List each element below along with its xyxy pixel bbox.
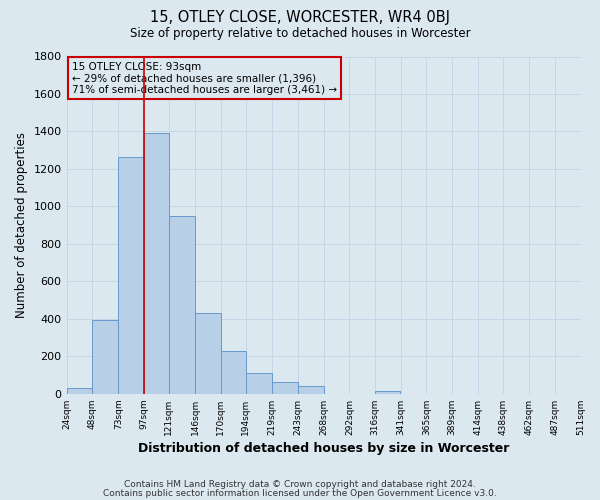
Bar <box>67 388 92 394</box>
Text: Size of property relative to detached houses in Worcester: Size of property relative to detached ho… <box>130 28 470 40</box>
Text: Contains public sector information licensed under the Open Government Licence v3: Contains public sector information licen… <box>103 488 497 498</box>
Bar <box>221 350 246 394</box>
X-axis label: Distribution of detached houses by size in Worcester: Distribution of detached houses by size … <box>138 442 509 455</box>
Bar <box>169 216 195 394</box>
Bar <box>298 386 324 394</box>
Y-axis label: Number of detached properties: Number of detached properties <box>15 132 28 318</box>
Bar <box>118 157 143 394</box>
Bar <box>92 320 118 394</box>
Bar <box>143 134 169 394</box>
Bar <box>246 373 272 394</box>
Bar <box>195 313 221 394</box>
Text: 15, OTLEY CLOSE, WORCESTER, WR4 0BJ: 15, OTLEY CLOSE, WORCESTER, WR4 0BJ <box>150 10 450 25</box>
Bar <box>375 391 400 394</box>
Text: 15 OTLEY CLOSE: 93sqm
← 29% of detached houses are smaller (1,396)
71% of semi-d: 15 OTLEY CLOSE: 93sqm ← 29% of detached … <box>71 62 337 95</box>
Text: Contains HM Land Registry data © Crown copyright and database right 2024.: Contains HM Land Registry data © Crown c… <box>124 480 476 489</box>
Bar <box>272 382 298 394</box>
